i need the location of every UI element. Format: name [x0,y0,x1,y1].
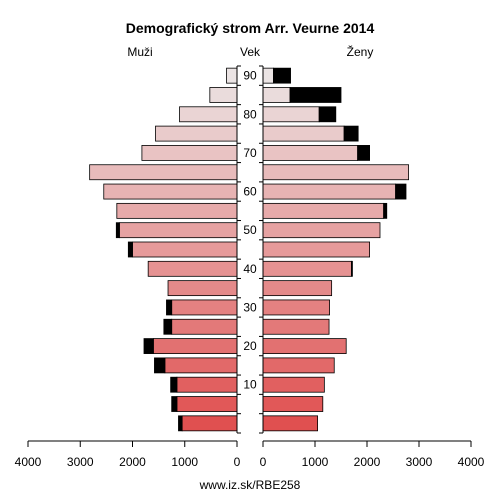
female-bar-20-24 [262,338,347,354]
male-bar-40-44 [147,260,238,277]
female-bar-25-29 [262,318,330,335]
male-bar-5-9 [176,396,238,412]
female-bar-80-84 [262,106,320,123]
age-label-80: 80 [243,107,257,121]
female-label: Ženy [347,44,374,59]
female-excess-40-44 [350,260,353,277]
male-bar-30-34 [171,299,238,316]
male-bar-0-4 [181,415,238,432]
female-x-tick-label: 3000 [406,455,433,469]
female-excess-90+ [272,67,291,84]
female-excess-70-74 [357,145,371,161]
male-excess-30-34 [166,299,173,316]
bars-group [89,67,410,432]
female-excess-80-84 [318,106,337,123]
male-x-tick-label: 0 [234,455,241,469]
male-bar-35-39 [167,280,238,297]
female-bar-15-19 [262,357,335,374]
female-x-tick-label: 4000 [458,455,485,469]
female-bar-65-69 [262,164,410,181]
female-bar-10-14 [262,376,325,393]
male-excess-5-9 [171,396,178,412]
male-x-tick-label: 2000 [119,455,146,469]
male-excess-15-19 [154,357,166,374]
female-excess-85-89 [289,87,342,103]
male-bar-90+ [226,67,238,84]
male-bar-85-89 [209,87,238,103]
male-bar-45-49 [132,241,238,258]
age-label-70: 70 [243,146,257,160]
female-bar-85-89 [262,87,291,103]
age-label-60: 60 [243,185,257,199]
male-excess-50-54 [115,222,120,239]
female-bar-55-59 [262,202,385,219]
male-excess-0-4 [178,415,183,432]
male-x-tick-label: 3000 [67,455,94,469]
female-bar-30-34 [262,299,330,316]
female-x-tick-label: 2000 [354,455,381,469]
male-bar-70-74 [141,145,238,161]
female-bar-0-4 [262,415,318,432]
chart-title: Demografický strom Arr. Veurne 2014 [126,20,375,36]
age-label-30: 30 [243,300,257,314]
female-bar-60-64 [262,183,397,200]
age-label-10: 10 [243,378,257,392]
age-label: Vek [240,45,261,59]
male-excess-25-29 [163,318,173,335]
male-bar-20-24 [152,338,238,354]
female-bar-45-49 [262,241,370,258]
male-excess-45-49 [127,241,133,258]
age-label-50: 50 [243,223,257,237]
male-bar-15-19 [164,357,238,374]
female-excess-60-64 [395,183,407,200]
male-bar-10-14 [176,376,238,393]
male-bar-55-59 [116,202,238,219]
female-bar-35-39 [262,280,333,297]
male-excess-10-14 [170,376,178,393]
source-url[interactable]: www.iz.sk/RBE258 [199,478,301,492]
female-x-tick-label: 1000 [302,455,329,469]
male-bar-60-64 [103,183,238,200]
female-bar-40-44 [262,260,352,277]
male-bar-25-29 [171,318,238,335]
male-bar-65-69 [89,164,238,181]
female-x-tick-label: 0 [260,455,267,469]
female-bar-90+ [262,67,274,84]
female-bar-70-74 [262,145,359,161]
male-x-tick-label: 4000 [15,455,42,469]
axes-group: 10 20 30 40 50 60 70 80 90 4000 3000 2000 1000 0 0 1000… [15,65,485,469]
age-label-20: 20 [243,339,257,353]
female-bar-50-54 [262,222,381,239]
male-label: Muži [127,45,152,59]
male-bar-80-84 [179,106,238,123]
female-bar-5-9 [262,396,324,412]
female-excess-75-79 [343,125,359,142]
male-bar-50-54 [119,222,238,239]
age-label-90: 90 [243,69,257,83]
female-bar-75-79 [262,125,345,142]
male-bar-75-79 [155,125,238,142]
female-excess-55-59 [383,202,388,219]
male-x-tick-label: 1000 [171,455,198,469]
age-label-40: 40 [243,262,257,276]
male-excess-20-24 [143,338,154,354]
